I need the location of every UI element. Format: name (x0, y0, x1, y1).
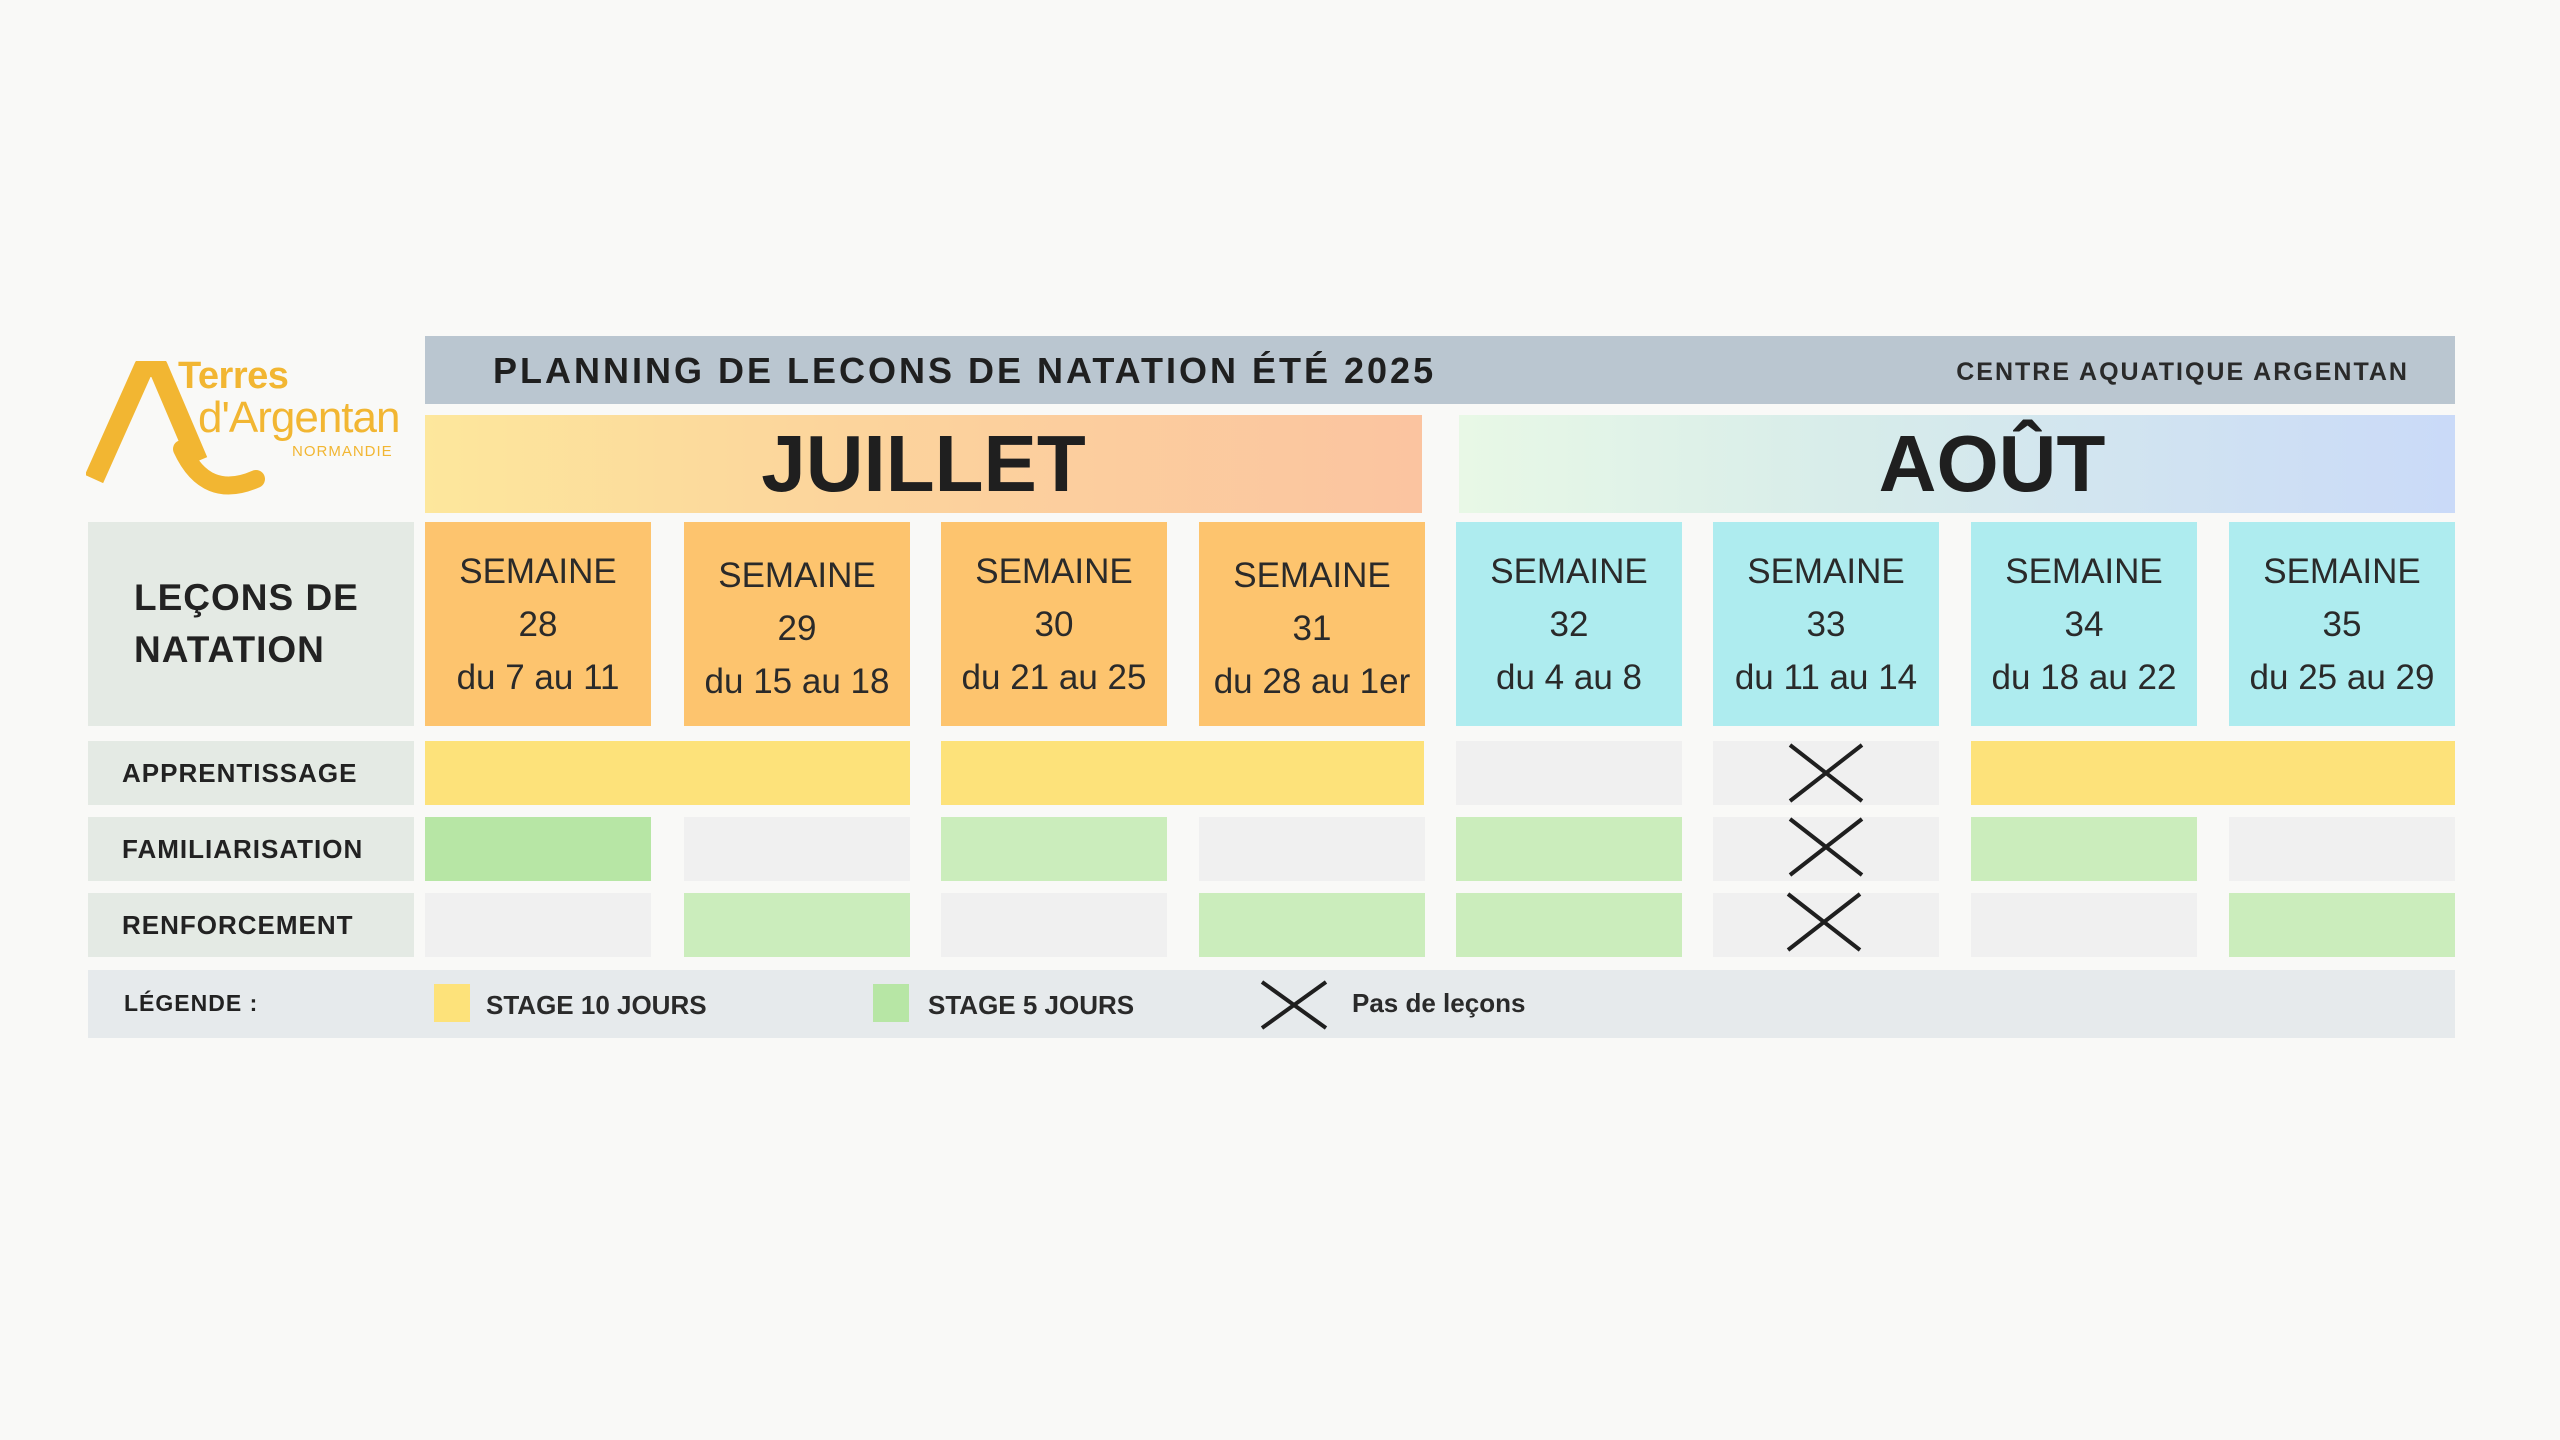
cell-renforcement-w28 (425, 893, 651, 957)
no-lessons-x-icon (1788, 743, 1864, 803)
legend-title: LÉGENDE : (124, 990, 259, 1016)
cell-apprentissage-w34-35 (1971, 741, 2455, 805)
week-number: 31 (1292, 608, 1332, 648)
cell-familiarisation-w34 (1971, 817, 2197, 881)
cell-familiarisation-w31 (1199, 817, 1425, 881)
lessons-header-line-2: NATATION (134, 629, 325, 670)
no-lessons-x-icon (1786, 892, 1862, 952)
legend: LÉGENDE : STAGE 10 JOURS STAGE 5 JOURS P… (88, 970, 2455, 1038)
week-label: SEMAINE (975, 551, 1133, 591)
month-july: JUILLET (425, 415, 1422, 513)
week-label: SEMAINE (718, 555, 876, 595)
week-label: SEMAINE (459, 551, 617, 591)
week-header-33: SEMAINE 33 du 11 au 14 (1713, 522, 1939, 726)
row-label-apprentissage: APPRENTISSAGE (88, 741, 414, 805)
lessons-header-line-1: LEÇONS DE (134, 577, 359, 618)
week-header-35: SEMAINE 35 du 25 au 29 (2229, 522, 2455, 726)
legend-stage5-swatch (873, 984, 909, 1022)
week-dates: du 28 au 1er (1213, 661, 1411, 701)
cell-familiarisation-w32 (1456, 817, 1682, 881)
week-label: SEMAINE (1233, 555, 1391, 595)
week-label: SEMAINE (1747, 551, 1905, 591)
row-label-familiarisation: FAMILIARISATION (88, 817, 414, 881)
legend-stage10-label: STAGE 10 JOURS (486, 990, 707, 1020)
week-header-28: SEMAINE 28 du 7 au 11 (425, 522, 651, 726)
cell-renforcement-w29 (684, 893, 910, 957)
week-header-34: SEMAINE 34 du 18 au 22 (1971, 522, 2197, 726)
week-dates: du 21 au 25 (961, 657, 1147, 697)
cell-apprentissage-w30-31 (941, 741, 1424, 805)
title-bar: PLANNING DE LECONS DE NATATION ÉTÉ 2025 … (425, 336, 2455, 404)
week-label: SEMAINE (1490, 551, 1648, 591)
cell-familiarisation-w30 (941, 817, 1167, 881)
legend-stage5-label: STAGE 5 JOURS (928, 990, 1135, 1020)
month-august: AOÛT (1459, 415, 2455, 513)
cell-apprentissage-w32 (1456, 741, 1682, 805)
cell-renforcement-w35 (2229, 893, 2455, 957)
page-title: PLANNING DE LECONS DE NATATION ÉTÉ 2025 (493, 350, 1437, 391)
week-dates: du 11 au 14 (1734, 657, 1918, 697)
cell-familiarisation-w29 (684, 817, 910, 881)
row-label-renforcement: RENFORCEMENT (88, 893, 414, 957)
week-number: 34 (2064, 604, 2104, 644)
cell-renforcement-w31 (1199, 893, 1425, 957)
lessons-header: LEÇONS DE NATATION (88, 522, 414, 726)
cell-familiarisation-w35 (2229, 817, 2455, 881)
week-number: 32 (1549, 604, 1589, 644)
legend-no-lessons-label: Pas de leçons (1352, 988, 1526, 1018)
week-number: 33 (1806, 604, 1846, 644)
cell-renforcement-w32 (1456, 893, 1682, 957)
week-number: 29 (777, 608, 817, 648)
logo-line-1: Terres (178, 355, 289, 397)
cell-apprentissage-w28-29 (425, 741, 910, 805)
logo: Terres d'Argentan NORMANDIE (86, 355, 416, 505)
week-number: 35 (2322, 604, 2362, 644)
no-lessons-x-icon (1788, 817, 1864, 877)
week-header-32: SEMAINE 32 du 4 au 8 (1456, 522, 1682, 726)
week-header-30: SEMAINE 30 du 21 au 25 (941, 522, 1167, 726)
week-dates: du 18 au 22 (1991, 657, 2177, 697)
cell-renforcement-w30 (941, 893, 1167, 957)
week-dates: du 15 au 18 (704, 661, 890, 701)
logo-a-mark-icon (86, 361, 265, 495)
week-dates: du 25 au 29 (2249, 657, 2435, 697)
cell-renforcement-w34 (1971, 893, 2197, 957)
week-header-29: SEMAINE 29 du 15 au 18 (684, 522, 910, 726)
legend-stage10-swatch (434, 984, 470, 1022)
week-dates: du 7 au 11 (456, 657, 620, 697)
week-label: SEMAINE (2005, 551, 2163, 591)
logo-line-3: NORMANDIE (292, 443, 393, 460)
week-number: 30 (1034, 604, 1074, 644)
week-header-31: SEMAINE 31 du 28 au 1er (1199, 522, 1425, 726)
logo-line-2: d'Argentan (198, 393, 400, 442)
week-number: 28 (518, 604, 558, 644)
cell-familiarisation-w28 (425, 817, 651, 881)
week-label: SEMAINE (2263, 551, 2421, 591)
legend-x-icon (1260, 980, 1328, 1030)
venue-name: CENTRE AQUATIQUE ARGENTAN (1956, 358, 2409, 386)
week-dates: du 4 au 8 (1496, 657, 1642, 697)
